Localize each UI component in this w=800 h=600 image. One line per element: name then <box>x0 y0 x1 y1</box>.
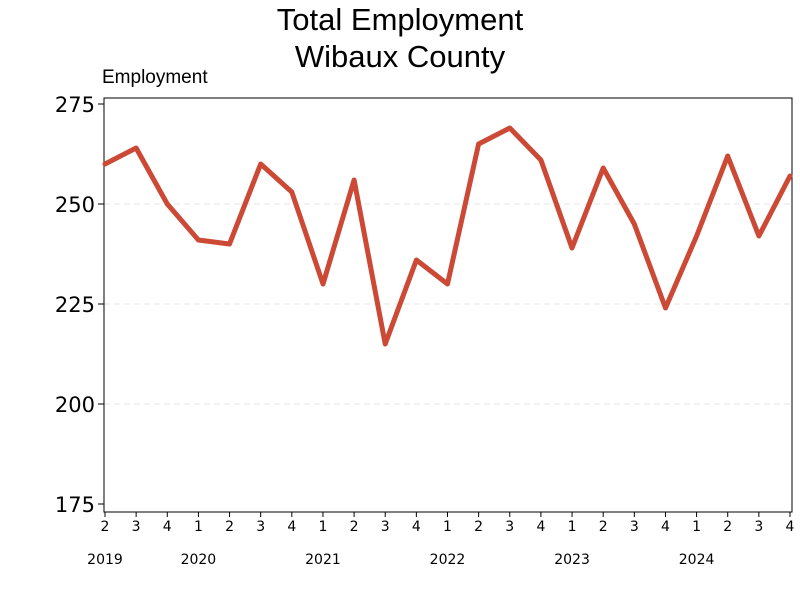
year-label: 2020 <box>181 552 217 568</box>
x-tick-label: 4 <box>661 519 670 535</box>
x-tick-label: 3 <box>132 519 141 535</box>
x-tick-label: 3 <box>754 519 763 535</box>
y-axis: 175 200 225 250 275 <box>55 93 104 517</box>
x-tick-label: 1 <box>194 519 203 535</box>
plot-area <box>103 97 793 513</box>
x-tick-label: 4 <box>412 519 421 535</box>
x-tick-label: 4 <box>287 519 296 535</box>
data-point <box>227 242 232 246</box>
chart-subtitle: Wibaux County <box>294 39 506 74</box>
data-point <box>507 126 512 130</box>
data-point <box>788 174 792 178</box>
x-axis: 2 3 4 1 2 3 4 1 2 3 4 1 2 3 4 1 2 3 4 1 2 3 4 2019 2020 2021 2022 2… <box>87 512 795 568</box>
x-tick-label: 1 <box>692 519 701 535</box>
data-point <box>601 166 606 170</box>
data-point <box>320 282 325 286</box>
data-point <box>445 282 450 286</box>
x-tick-label: 3 <box>256 519 265 535</box>
data-point <box>663 306 668 310</box>
year-label: 2024 <box>679 552 715 568</box>
data-point <box>414 258 419 262</box>
x-tick-label: 2 <box>599 519 608 535</box>
x-tick-label: 3 <box>505 519 514 535</box>
x-tick-label: 3 <box>630 519 639 535</box>
data-point <box>165 202 170 206</box>
y-tick-label: 225 <box>55 293 95 317</box>
data-point <box>538 158 543 162</box>
data-point <box>134 146 139 150</box>
data-point <box>196 238 201 242</box>
data-point <box>258 162 263 166</box>
chart-title: Total Employment <box>276 2 524 37</box>
data-point <box>694 234 699 238</box>
data-point <box>476 142 481 146</box>
data-point <box>570 246 575 250</box>
gridlines <box>104 203 792 405</box>
x-tick-label: 1 <box>318 519 327 535</box>
data-point <box>103 162 107 166</box>
x-tick-label: 4 <box>536 519 545 535</box>
y-tick-label: 250 <box>55 193 95 217</box>
series-layer <box>102 125 793 347</box>
year-label: 2022 <box>430 552 466 568</box>
x-tick-label: 2 <box>723 519 732 535</box>
y-tick-label: 200 <box>55 393 95 417</box>
y-tick-label: 175 <box>55 493 95 517</box>
x-tick-label: 2 <box>101 519 110 535</box>
data-point <box>352 178 357 182</box>
year-label: 2019 <box>87 552 123 568</box>
year-label: 2021 <box>305 552 341 568</box>
x-tick-label: 4 <box>163 519 172 535</box>
y-tick-label: 275 <box>55 93 95 117</box>
x-tick-label: 4 <box>786 519 795 535</box>
x-tick-label: 2 <box>474 519 483 535</box>
data-point <box>289 190 294 194</box>
data-point <box>756 234 761 238</box>
x-tick-label: 1 <box>568 519 577 535</box>
y-axis-label: Employment <box>102 67 208 88</box>
x-tick-label: 2 <box>350 519 359 535</box>
x-tick-label: 1 <box>443 519 452 535</box>
data-point <box>383 342 388 346</box>
year-label: 2023 <box>554 552 590 568</box>
series-line <box>102 125 793 347</box>
data-point <box>632 222 637 226</box>
data-point <box>725 154 730 158</box>
x-tick-label: 3 <box>381 519 390 535</box>
x-tick-label: 2 <box>225 519 234 535</box>
